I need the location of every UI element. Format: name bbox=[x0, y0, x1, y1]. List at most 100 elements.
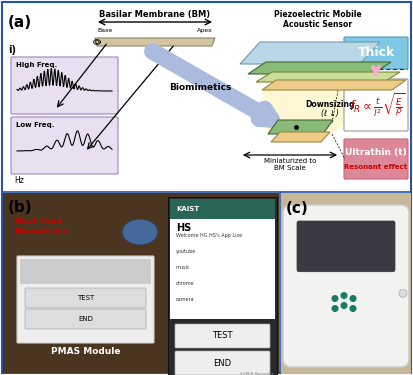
Bar bbox=[313, 126, 321, 128]
Circle shape bbox=[332, 295, 339, 302]
Bar bbox=[337, 52, 349, 54]
Text: Welcome HG HS's App Lize: Welcome HG HS's App Lize bbox=[176, 233, 242, 238]
Bar bbox=[292, 49, 304, 51]
Bar bbox=[262, 52, 274, 54]
Bar bbox=[277, 55, 289, 57]
Bar bbox=[322, 58, 334, 60]
FancyBboxPatch shape bbox=[283, 205, 409, 367]
Text: Downsizing: Downsizing bbox=[305, 100, 355, 109]
Bar bbox=[322, 49, 334, 51]
Bar bbox=[307, 58, 319, 60]
Bar bbox=[307, 55, 319, 57]
Polygon shape bbox=[271, 132, 330, 142]
Text: Biomimetics: Biomimetics bbox=[169, 83, 231, 92]
Text: (b): (b) bbox=[8, 200, 33, 215]
FancyBboxPatch shape bbox=[175, 351, 270, 375]
Bar bbox=[291, 129, 299, 131]
Circle shape bbox=[349, 295, 356, 302]
Text: END: END bbox=[214, 358, 232, 368]
Text: Ultrathin (t): Ultrathin (t) bbox=[345, 148, 407, 158]
Text: chrome: chrome bbox=[176, 281, 195, 286]
Polygon shape bbox=[248, 62, 391, 74]
Bar bbox=[262, 49, 274, 51]
Text: TEST: TEST bbox=[212, 332, 233, 340]
Bar bbox=[302, 123, 310, 125]
Circle shape bbox=[332, 305, 339, 312]
Bar bbox=[170, 219, 275, 319]
FancyBboxPatch shape bbox=[11, 117, 118, 174]
Text: Piezoelectric Mobile
Acoustic Sensor: Piezoelectric Mobile Acoustic Sensor bbox=[274, 10, 362, 29]
Bar bbox=[262, 55, 274, 57]
Circle shape bbox=[349, 305, 356, 312]
Bar bbox=[292, 55, 304, 57]
Polygon shape bbox=[256, 72, 400, 82]
Text: END: END bbox=[78, 316, 93, 322]
Ellipse shape bbox=[123, 219, 157, 245]
Bar bbox=[281, 193, 411, 374]
FancyBboxPatch shape bbox=[344, 37, 408, 69]
Text: SUPER Recorder: SUPER Recorder bbox=[240, 372, 273, 375]
Bar bbox=[292, 52, 304, 54]
Bar bbox=[322, 46, 334, 48]
Text: $f_R \propto \frac{t}{l^2}\sqrt{\frac{E}{\rho}}$: $f_R \propto \frac{t}{l^2}\sqrt{\frac{E}… bbox=[349, 91, 406, 119]
Text: Thick: Thick bbox=[357, 46, 395, 60]
FancyBboxPatch shape bbox=[11, 57, 118, 114]
Bar bbox=[277, 58, 289, 60]
Circle shape bbox=[340, 292, 347, 299]
Bar bbox=[352, 55, 364, 57]
Text: Low Freq.: Low Freq. bbox=[16, 122, 55, 128]
Bar bbox=[313, 123, 321, 125]
Text: TEST: TEST bbox=[77, 295, 94, 301]
Bar bbox=[322, 52, 334, 54]
Bar bbox=[337, 49, 349, 51]
Bar bbox=[291, 123, 299, 125]
Bar bbox=[280, 126, 288, 128]
Bar bbox=[352, 46, 364, 48]
Bar bbox=[292, 58, 304, 60]
Text: Apex: Apex bbox=[197, 28, 213, 33]
FancyBboxPatch shape bbox=[297, 221, 395, 272]
Bar bbox=[302, 129, 310, 131]
Bar bbox=[352, 49, 364, 51]
Polygon shape bbox=[262, 90, 392, 134]
FancyBboxPatch shape bbox=[344, 79, 408, 131]
Bar bbox=[337, 46, 349, 48]
Bar bbox=[352, 58, 364, 60]
Bar bbox=[277, 46, 289, 48]
Text: High Freq.: High Freq. bbox=[16, 62, 57, 68]
Bar bbox=[292, 46, 304, 48]
Bar bbox=[337, 55, 349, 57]
Text: PMAS Module: PMAS Module bbox=[51, 347, 120, 356]
Bar bbox=[313, 129, 321, 131]
Text: Hz: Hz bbox=[14, 176, 24, 185]
Text: (ℓ ↓): (ℓ ↓) bbox=[321, 109, 339, 118]
Bar bbox=[352, 52, 364, 54]
Text: KAIST: KAIST bbox=[176, 206, 199, 212]
Bar bbox=[280, 129, 288, 131]
Bar bbox=[307, 49, 319, 51]
Text: music: music bbox=[176, 265, 190, 270]
Bar bbox=[307, 46, 319, 48]
Bar bbox=[277, 52, 289, 54]
Text: i): i) bbox=[8, 45, 16, 55]
FancyBboxPatch shape bbox=[17, 256, 154, 343]
Bar bbox=[291, 126, 299, 128]
Bar bbox=[337, 58, 349, 60]
Text: Miniaturized to
BM Scale: Miniaturized to BM Scale bbox=[264, 158, 316, 171]
Polygon shape bbox=[262, 80, 406, 90]
Polygon shape bbox=[240, 42, 380, 64]
Polygon shape bbox=[268, 120, 333, 134]
Text: (c): (c) bbox=[286, 201, 309, 216]
Text: youtube: youtube bbox=[176, 249, 196, 254]
Text: HS: HS bbox=[176, 223, 191, 233]
Text: Base: Base bbox=[97, 28, 112, 33]
Bar bbox=[280, 123, 288, 125]
Bar bbox=[262, 46, 274, 48]
Circle shape bbox=[340, 302, 347, 309]
FancyBboxPatch shape bbox=[344, 139, 408, 179]
Bar bbox=[307, 52, 319, 54]
Bar bbox=[170, 199, 275, 219]
Text: Real-time
Biometrics: Real-time Biometrics bbox=[14, 217, 69, 236]
FancyBboxPatch shape bbox=[175, 324, 270, 348]
Text: (a): (a) bbox=[8, 15, 32, 30]
